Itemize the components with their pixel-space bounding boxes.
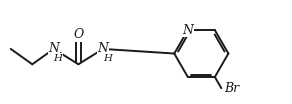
Text: O: O: [73, 28, 84, 41]
Text: N: N: [182, 24, 193, 37]
Text: N: N: [98, 42, 108, 55]
Text: H: H: [103, 54, 112, 63]
Text: H: H: [54, 54, 62, 63]
Text: N: N: [48, 42, 59, 55]
Text: Br: Br: [225, 82, 240, 95]
